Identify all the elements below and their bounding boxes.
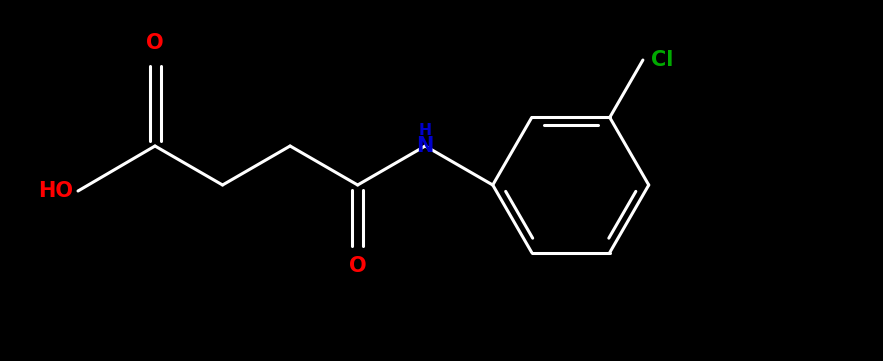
Text: Cl: Cl [651,50,673,70]
Text: H: H [419,123,432,138]
Text: O: O [147,33,164,53]
Text: N: N [417,136,434,156]
Text: O: O [349,256,366,276]
Text: HO: HO [38,181,73,201]
